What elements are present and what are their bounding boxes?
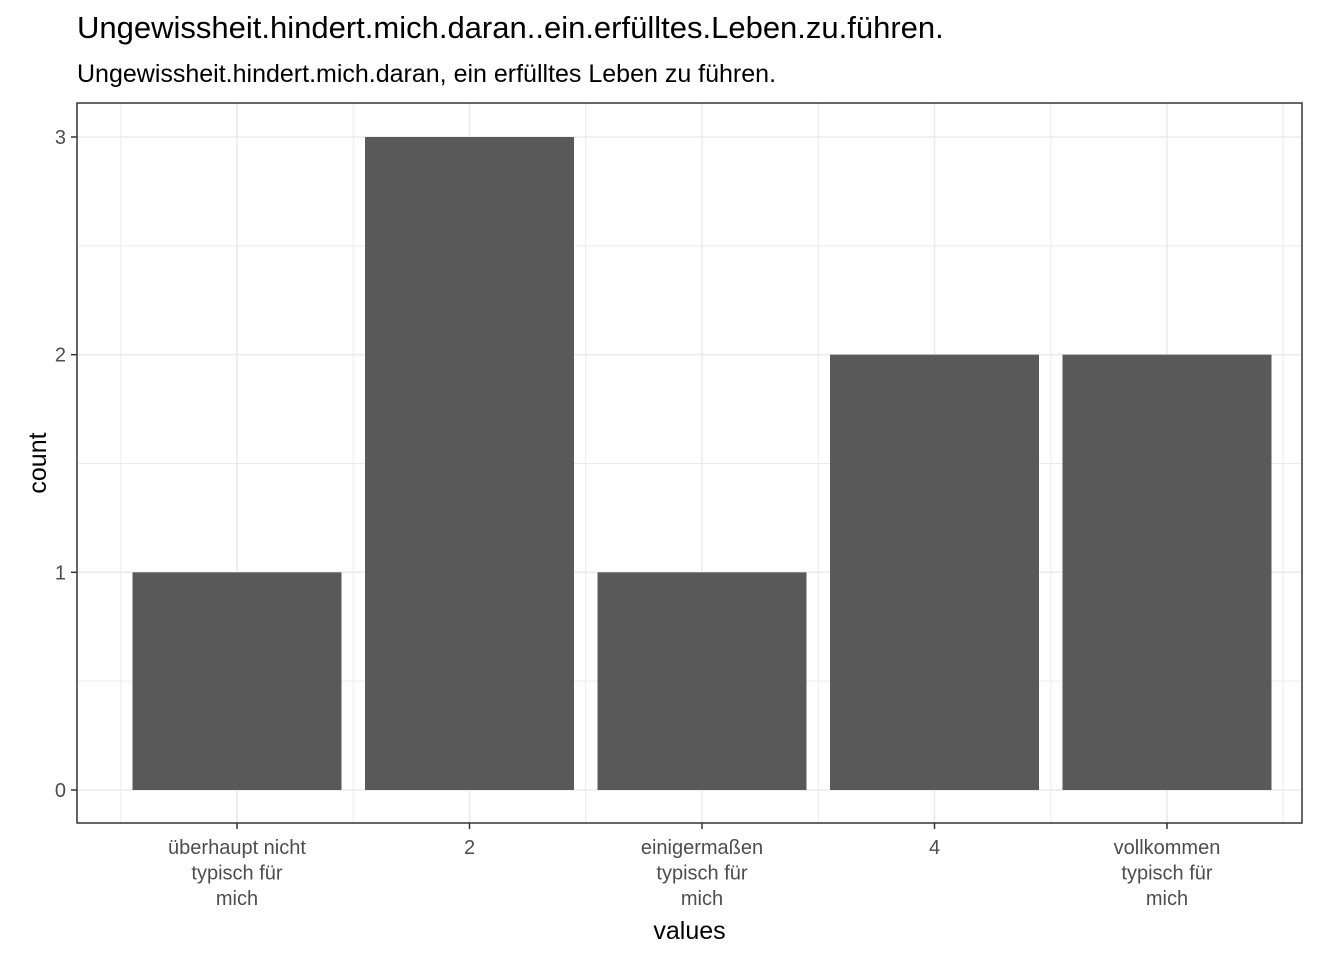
y-axis-title: count [24, 432, 52, 493]
y-tick-label: 0 [55, 780, 66, 802]
panel-border [76, 102, 1303, 824]
bar [830, 354, 1039, 790]
bars [132, 137, 1272, 790]
x-axis-ticks: überhaupt nicht typisch für mich 2 einigerma… [168, 823, 1220, 910]
chart-subtitle: Ungewissheit.hindert.mich.daran, ein erf… [77, 60, 777, 88]
x-tick-label: 2 [464, 837, 475, 859]
y-tick-label: 3 [55, 127, 66, 149]
y-tick-label: 2 [55, 345, 66, 367]
x-axis-title: values [653, 917, 725, 945]
chart-title: Ungewissheit.hindert.mich.daran..ein.erf… [77, 10, 944, 45]
x-tick-label: einigermaßen typisch für mich [641, 837, 763, 910]
bar [365, 137, 574, 790]
x-tick-label: 4 [929, 837, 940, 859]
bar [597, 572, 807, 790]
x-tick-label: überhaupt nicht typisch für mich [168, 837, 306, 910]
y-axis-ticks: 0 1 2 3 [55, 127, 77, 802]
y-tick-label: 1 [55, 562, 66, 584]
bar [132, 572, 342, 790]
bar [1062, 354, 1272, 790]
x-tick-label: vollkommen typisch für mich [1114, 837, 1221, 910]
